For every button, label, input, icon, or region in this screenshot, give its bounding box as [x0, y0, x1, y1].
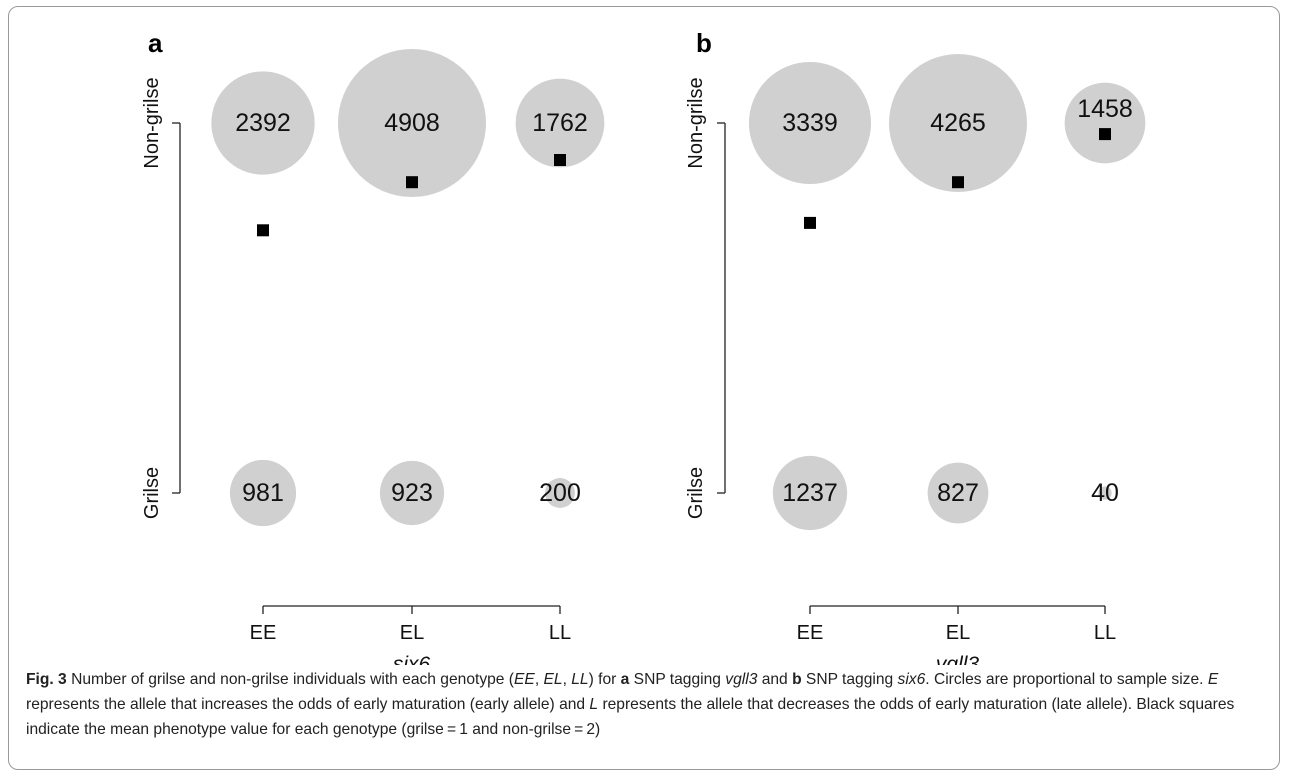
panel-b-bubble-count-label: 4265 — [930, 109, 986, 137]
caption-text: represents the allele that decreases the… — [26, 696, 1235, 738]
panel-a-bubble-count-label: 923 — [391, 479, 433, 507]
panel-b-y-tick-label: Non-grilse — [685, 77, 707, 168]
panel-a-bubble-count-label: 4908 — [384, 109, 440, 137]
panel-b-mean-phenotype-marker — [804, 216, 816, 229]
caption-genotype-el: EL — [543, 671, 563, 688]
panel-b-x-tick-label: EE — [797, 622, 824, 644]
caption-text: and — [757, 671, 793, 688]
panel-b-bubble — [772, 455, 848, 531]
panel-b-bubble — [748, 61, 872, 185]
caption-gene-six6: six6 — [897, 671, 926, 688]
caption-text: , — [562, 671, 572, 688]
panel-a-bubble — [515, 78, 605, 168]
caption-panel-a: a — [620, 671, 630, 688]
panel-a-bubble-count-label: 981 — [242, 479, 284, 507]
figure-caption: Fig. 3 Number of grilse and non-grilse i… — [26, 667, 1270, 742]
panel-b-mean-phenotype-marker — [1099, 128, 1111, 141]
panel-a-mean-phenotype-marker — [257, 224, 269, 237]
panel-a-mean-phenotype-marker — [406, 176, 418, 189]
panel-b-bubble — [1098, 486, 1112, 500]
caption-text: SNP tagging — [629, 671, 726, 688]
panel-a-y-tick-label: Grilse — [141, 467, 163, 519]
panel-b-bubble-count-label: 1458 — [1077, 95, 1133, 123]
panel-a-mean-phenotype-marker — [554, 154, 566, 166]
caption-allele-e: E — [1207, 671, 1219, 688]
figure-frame — [8, 6, 1280, 770]
caption-text: , — [534, 671, 544, 688]
panel-a-label: a — [148, 28, 163, 58]
caption-gene-vgll3: vgll3 — [725, 671, 758, 688]
bubble-chart-figure: a Non-grilse Grilse EE EL LL six6 2392 4908 1762 9… — [141, 28, 1146, 665]
caption-text: SNP tagging — [801, 671, 898, 688]
caption-text: Number of grilse and non-grilse individu… — [66, 671, 514, 688]
panel-b-x-axis-title: vgll3 — [936, 653, 980, 665]
panel-b-bubble-count-label: 40 — [1091, 479, 1119, 507]
panel-b-bubble-count-label: 1237 — [782, 479, 838, 507]
caption-panel-b: b — [792, 671, 802, 688]
caption-fig-label: Fig. 3 — [26, 671, 67, 688]
panel-a-bubble — [229, 459, 297, 527]
panel-a-x-axis-title: six6 — [393, 653, 431, 665]
panel-b-bubble-count-label: 3339 — [782, 109, 838, 137]
panel-b-x-tick-label: EL — [946, 622, 970, 644]
panel-b-bubble — [927, 462, 989, 524]
panel-a-bubble — [211, 71, 315, 175]
panel-b-bubble — [1064, 82, 1146, 164]
panel-a-bubble-count-label: 200 — [539, 479, 581, 507]
panel-a-bubble — [379, 460, 445, 526]
panel-b-x-tick-label: LL — [1094, 622, 1116, 644]
panel-b-bubble — [889, 54, 1027, 192]
caption-text: . Circles are proportional to sample siz… — [925, 671, 1208, 688]
panel-b-bubble-count-label: 827 — [937, 479, 979, 507]
panel-a-y-tick-label: Non-grilse — [141, 77, 163, 168]
caption-text: ) for — [588, 671, 621, 688]
caption-text: represents the allele that increases the… — [26, 696, 590, 713]
caption-allele-l: L — [589, 696, 599, 713]
caption-genotype-ll: LL — [571, 671, 589, 688]
panel-a-x-tick-label: LL — [549, 622, 571, 644]
caption-genotype-ee: EE — [514, 671, 535, 688]
panel-a-bubble — [338, 49, 486, 197]
panel-a-bubble-count-label: 1762 — [532, 109, 588, 137]
panel-b-mean-phenotype-marker — [952, 176, 964, 189]
panel-a-bubble — [545, 478, 575, 508]
panel-b-label: b — [696, 28, 712, 58]
panel-a-bubble-count-label: 2392 — [235, 109, 291, 137]
panel-b-y-tick-label: Grilse — [685, 467, 707, 519]
panel-a-x-tick-label: EL — [400, 622, 424, 644]
panel-a-x-tick-label: EE — [250, 622, 277, 644]
